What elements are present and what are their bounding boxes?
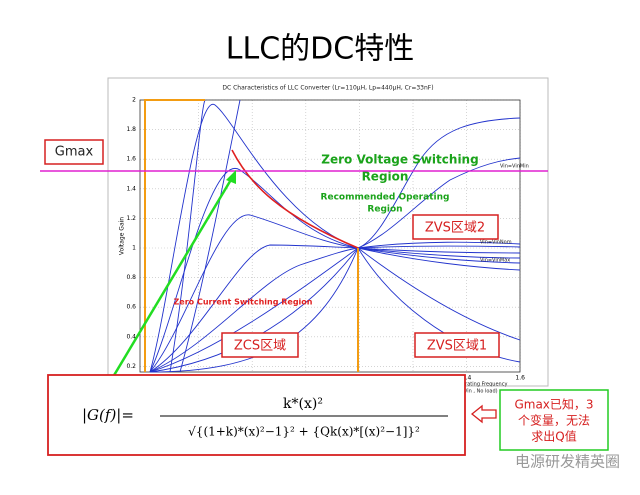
recommended-region: Region (367, 205, 402, 215)
arrow-head (226, 170, 236, 184)
region-lines (144, 99, 359, 372)
zvs2-label: ZVS区域2 (425, 221, 485, 236)
y-tick-label: 0.2 (126, 363, 136, 370)
zcs-region: Zero Current Switching Region (174, 298, 313, 307)
y-tick-label: 0.6 (126, 304, 136, 311)
zcs-label: ZCS区域 (234, 339, 286, 354)
y-tick-label: 1.4 (126, 185, 136, 192)
vin-min: Vin=VinMin (500, 164, 529, 170)
gmax-label: Gmax (55, 145, 94, 160)
vin-max: Vin=VinMax (480, 258, 510, 264)
gmax-box (44, 139, 104, 165)
note-line: Gmax已知，3 (514, 398, 593, 412)
y-tick-label: 1.8 (126, 126, 136, 133)
boundary-curve (231, 149, 359, 249)
note-arrow (470, 404, 497, 424)
zvs1-label: ZVS区域1 (427, 339, 487, 354)
y-tick-label: 0.4 (126, 333, 136, 340)
x-tick-label: 1.6 (515, 375, 525, 382)
formula-numerator: k*(x)² (283, 396, 323, 412)
zvs2-box (412, 214, 499, 240)
plot-area (139, 99, 521, 373)
recommended-region: Recommended Operating (321, 193, 450, 203)
note-line: 求出Q值 (531, 429, 576, 444)
x-label: Operating Frequency (455, 382, 507, 388)
chart-title: DC Characteristics of LLC Converter (Lr=… (222, 85, 433, 92)
y-tick-label: 0.8 (126, 274, 136, 281)
note-box (499, 389, 609, 451)
vin-nom: Vin=VinNom (480, 240, 512, 246)
zvs-region: Region (362, 170, 409, 184)
zvs-region: Zero Voltage Switching (321, 153, 478, 167)
x-tick-label: 1.4 (462, 375, 472, 382)
zcs-box (221, 332, 299, 358)
y-tick-label: 1 (132, 245, 136, 252)
formula-box (47, 374, 466, 456)
watermark: 电源研发精英圈 (515, 453, 620, 471)
slide-title: LLC的DC特性 (226, 32, 414, 67)
note-line: 个变量，无法 (518, 413, 590, 428)
y-tick-label: 2 (132, 97, 136, 104)
formula-denominator: √{(1+k)*(x)²−1}² + {Qk(x)*[(x)²−1]}² (188, 425, 420, 439)
x-note: (Vin , No load) (462, 389, 498, 395)
y-tick-label: 1.6 (126, 156, 136, 163)
zvs1-box (414, 332, 500, 358)
arrow (108, 177, 234, 383)
y-tick-label: 1.2 (126, 215, 136, 222)
formula-lhs: |G(f)|= (82, 406, 134, 424)
y-label: Voltage Gain (119, 217, 126, 255)
